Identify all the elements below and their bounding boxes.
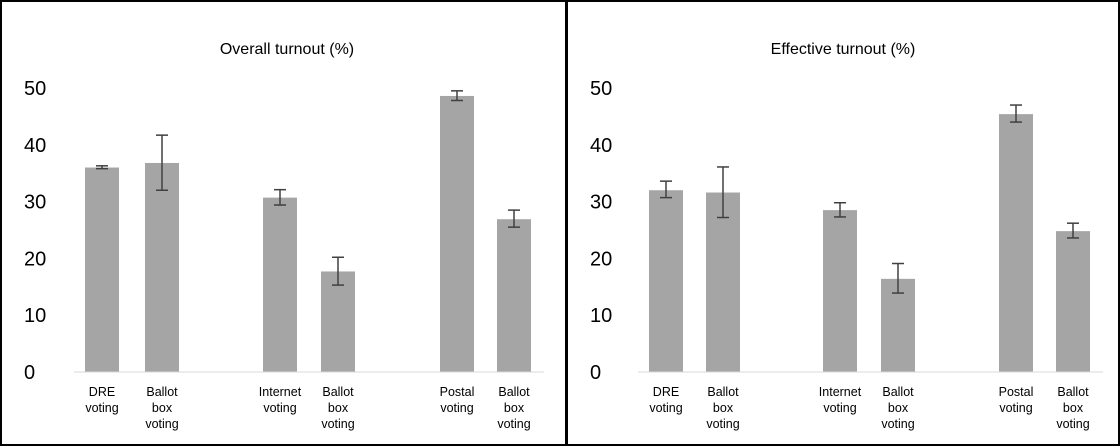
y-tick-label: 20: [590, 248, 612, 270]
error-bar: [96, 165, 108, 170]
error-bar: [274, 188, 286, 206]
x-tick-label: Postal voting: [440, 385, 475, 415]
y-tick-label: 10: [590, 305, 612, 327]
error-bar: [834, 201, 846, 218]
error-bar: [332, 256, 344, 286]
error-bar: [717, 166, 729, 219]
y-tick-label: 30: [590, 192, 612, 214]
chart-panel-overall-turnout: Overall turnout (%) 0 10 20 30 40 50 DRE voting…: [0, 0, 567, 446]
bar: [649, 190, 683, 372]
x-tick-label: Ballot box voting: [321, 385, 354, 431]
bar: [881, 278, 915, 372]
bar: [1056, 231, 1090, 372]
bar: [85, 167, 119, 372]
y-tick-label: 0: [24, 362, 35, 384]
chart-title: Overall turnout (%): [220, 41, 354, 58]
x-tick-label: Ballot box voting: [497, 385, 530, 431]
bar: [321, 271, 355, 372]
x-tick-label: Postal voting: [999, 385, 1034, 415]
bar: [497, 219, 531, 372]
chart-effective-turnout: Effective turnout (%) 0 10 20 30 40 50 DRE voti…: [590, 41, 1103, 431]
x-tick-label: DRE voting: [85, 385, 118, 415]
bar: [263, 197, 297, 372]
bar: [145, 162, 179, 372]
x-tick-label: Internet voting: [259, 385, 302, 415]
x-tick-label: Ballot box voting: [145, 385, 178, 431]
y-tick-label: 30: [24, 192, 46, 214]
bar: [440, 95, 474, 373]
y-tick-label: 10: [24, 305, 46, 327]
chart-title: Effective turnout (%): [771, 41, 916, 58]
error-bar: [508, 209, 520, 228]
error-bar: [1010, 104, 1022, 123]
error-bar: [156, 134, 168, 191]
bar: [706, 192, 740, 372]
error-bar: [892, 262, 904, 294]
y-tick-label: 40: [24, 135, 46, 157]
y-tick-label: 0: [590, 362, 601, 384]
bar: [823, 210, 857, 372]
x-tick-label: Ballot box voting: [881, 385, 914, 431]
y-tick-label: 20: [24, 248, 46, 270]
x-tick-label: Ballot box voting: [706, 385, 739, 431]
y-tick-label: 40: [590, 135, 612, 157]
x-tick-label: DRE voting: [649, 385, 682, 415]
error-bar: [451, 90, 463, 102]
chart-panel-effective-turnout: Effective turnout (%) 0 10 20 30 40 50 DRE voti…: [566, 0, 1120, 446]
error-bar: [660, 180, 672, 199]
y-tick-label: 50: [24, 78, 46, 100]
x-tick-label: Internet voting: [819, 385, 862, 415]
chart-overall-turnout: Overall turnout (%) 0 10 20 30 40 50 DRE voting…: [24, 41, 544, 431]
bar: [999, 114, 1033, 373]
y-tick-label: 50: [590, 78, 612, 100]
x-tick-label: Ballot box voting: [1056, 385, 1089, 431]
error-bar: [1067, 222, 1079, 239]
